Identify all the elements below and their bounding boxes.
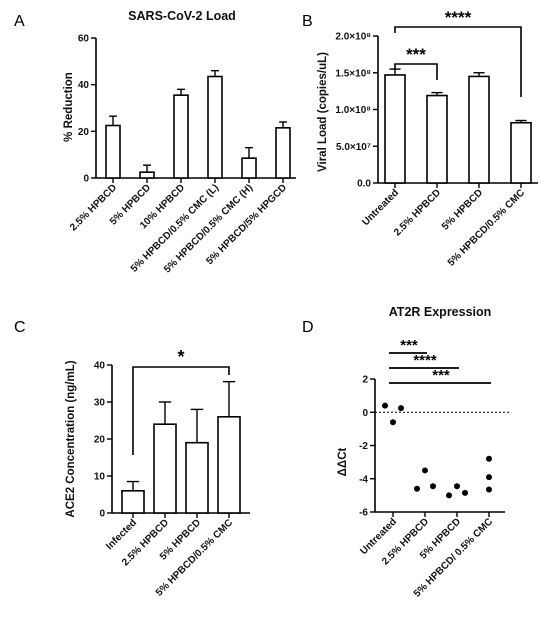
y-tick-label-a: 60 [78,34,90,45]
data-point-d [430,483,436,490]
y-tick-label-d: 2 [362,375,368,386]
bar-a [105,124,121,179]
bar-a [275,127,291,179]
data-point-d [390,419,396,426]
panel-c: C ACE2 Concentration (ng/mL) 010203040In… [14,319,250,599]
panel-letter-a: A [14,13,25,30]
chart-title-a: SARS-CoV-2 Load [128,9,236,23]
y-axis-label-c: ACE2 Concentration (ng/mL) [65,360,77,517]
y-tick-label-c: 40 [94,361,106,372]
data-point-d [422,467,428,474]
data-point-d [486,455,492,462]
panel-d: D AT2R Expression ΔΔCt -6-4-202Untreated… [302,305,511,600]
bar-a [139,171,155,179]
chart-title-d: AT2R Expression [389,305,492,319]
y-tick-label-d: -6 [359,508,368,519]
panel-letter-b: B [302,13,313,30]
panel-b: B Viral Load (copies/uL) 0.0 5.0×10⁷ 1.0×1… [302,8,538,269]
significance-bracket-b [394,26,522,97]
bar-c [153,423,177,514]
y-tick-label-b: 0.0 [357,179,371,190]
y-axis-label-d: ΔΔCt [337,447,349,476]
y-tick-label-a: 0 [83,174,89,185]
y-tick-label-d: -4 [359,474,368,485]
bar-a [241,157,257,179]
y-tick-label-d: -2 [359,441,368,452]
bar-b [426,94,448,184]
data-point-d [446,492,452,499]
data-point-d [414,485,420,492]
y-tick-label-c: 10 [94,472,106,483]
y-axis-label-b: Viral Load (copies/uL) [317,52,329,172]
significance-label-b: **** [445,8,472,27]
panel-a: A SARS-CoV-2 Load % Reduction 0 20 40 60 2.5… [14,9,296,275]
bar-c [217,415,241,514]
y-tick-label-c: 0 [99,509,105,520]
significance-label-b: *** [406,45,426,64]
y-tick-label-b: 5.0×10⁷ [336,142,371,153]
significance-label-d: *** [432,367,450,384]
category-label-b: Untreated [360,187,401,228]
category-label-b: 5% HPBCD/0.5% CMC [446,187,527,268]
panel-letter-c: C [14,319,26,336]
y-tick-label-c: 30 [94,398,106,409]
bar-b [384,74,406,184]
bar-c [185,441,209,514]
significance-bracket-c [132,366,230,455]
bar-a [173,94,189,179]
bar-b [510,121,532,184]
significance-label-d: *** [400,337,418,354]
y-tick-label-a: 20 [78,127,90,138]
bar-c [121,489,145,514]
significance-label-d: **** [413,352,437,369]
y-axis-label-a: % Reduction [63,72,75,142]
data-point-d [486,486,492,493]
significance-label-c: * [177,347,184,367]
bar-b [468,75,490,184]
data-point-d [454,483,460,490]
category-label-a: 2.5% HPBCD [68,182,119,233]
y-tick-label-c: 20 [94,435,106,446]
y-tick-label-b: 2.0×10⁸ [335,32,371,43]
plot-area-b: 0.0 5.0×10⁷ 1.0×10⁸ 1.5×10⁸ 2.0×10⁸ Untreated… [335,8,538,269]
data-point-d [486,474,492,481]
significance-bracket-b [394,63,438,80]
data-point-d [398,405,404,412]
bar-a [207,75,223,179]
data-point-d [462,489,468,496]
category-label-b: 5% HPBCD [440,187,485,232]
y-tick-label-a: 40 [78,80,90,91]
data-point-d [382,402,388,409]
y-tick-label-d: 0 [362,408,368,419]
y-tick-label-b: 1.5×10⁸ [335,68,371,79]
y-tick-label-b: 1.0×10⁸ [335,105,371,116]
panel-letter-d: D [302,319,314,336]
